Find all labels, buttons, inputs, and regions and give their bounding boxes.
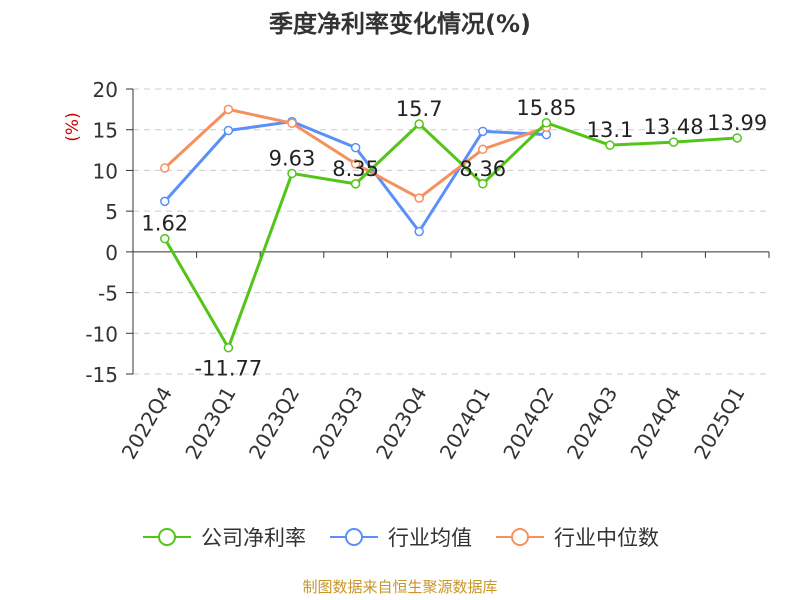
data-label: 8.35: [332, 157, 379, 181]
gridlines: [133, 88, 769, 375]
legend-label: 行业中位数: [554, 526, 659, 550]
series-line-0: [163, 121, 738, 350]
chart-title: 季度净利率变化情况(%): [269, 10, 531, 38]
data-label: 13.48: [644, 115, 704, 139]
x-tick-label: 2024Q2: [498, 383, 558, 464]
y-tick-label: 0: [105, 241, 118, 265]
legend-label: 公司净利率: [201, 526, 306, 550]
data-point: [223, 342, 234, 353]
legend-item[interactable]: 行业均值: [328, 522, 472, 552]
data-label: 15.7: [396, 97, 443, 121]
y-tick-label: 15: [93, 119, 118, 143]
data-point: [160, 163, 170, 173]
legend-label: 行业均值: [388, 526, 472, 550]
data-label: 1.62: [141, 212, 188, 236]
x-tick-label: 2022Q4: [117, 383, 177, 464]
data-point: [478, 179, 488, 189]
data-point: [478, 144, 488, 155]
y-tick-label: 20: [93, 78, 118, 102]
data-label: 9.63: [269, 146, 316, 170]
legend: 公司净利率 行业均值 行业中位数: [0, 520, 800, 554]
data-point: [605, 140, 615, 150]
x-tick-label: 2023Q4: [371, 383, 431, 464]
x-tick-label: 2023Q3: [307, 383, 367, 464]
legend-marker-icon: [143, 528, 191, 546]
legend-item[interactable]: 公司净利率: [141, 522, 306, 552]
y-tick-label: 5: [105, 200, 118, 224]
data-label: 13.1: [587, 118, 634, 142]
x-tick-label: 2025Q1: [689, 383, 749, 464]
data-point: [541, 118, 552, 128]
x-tick-label: 2023Q1: [180, 383, 240, 464]
y-tick-label: -10: [85, 322, 118, 346]
data-point: [732, 133, 742, 143]
data-point: [668, 137, 679, 147]
data-point: [223, 104, 234, 115]
legend-marker-icon: [330, 528, 378, 546]
series-lines: [160, 104, 742, 353]
source-note: 制图数据来自恒生聚源数据库: [302, 578, 498, 596]
data-labels: 1.62 -11.77 9.63 8.35 15.7 8.36 15.85 13.1 13.48…: [141, 96, 767, 381]
x-tick-label: 2024Q3: [562, 383, 622, 464]
y-tick-label: 10: [93, 159, 118, 183]
y-tick-label: -5: [98, 282, 118, 306]
data-point: [478, 126, 488, 137]
data-point: [414, 226, 424, 237]
data-point: [350, 159, 361, 169]
x-tick-label: 2024Q4: [625, 383, 685, 464]
legend-marker-icon: [496, 528, 544, 546]
data-point: [223, 125, 234, 136]
data-point: [160, 233, 170, 244]
data-point: [350, 142, 361, 153]
data-point: [287, 118, 297, 128]
y-tick-label: -15: [85, 363, 118, 387]
data-point: [160, 196, 170, 207]
data-point: [287, 168, 297, 179]
data-label: 15.85: [516, 96, 576, 120]
data-point: [414, 119, 424, 129]
data-label: -11.77: [195, 357, 263, 381]
legend-item[interactable]: 行业中位数: [494, 522, 659, 552]
data-label: 13.99: [707, 111, 767, 135]
x-tick-label: 2023Q2: [244, 383, 304, 464]
y-axis-label: (%): [63, 112, 83, 141]
x-tick-label: 2024Q1: [435, 383, 495, 464]
data-point: [414, 193, 424, 203]
data-label: 8.36: [459, 157, 506, 181]
data-point: [350, 179, 361, 189]
